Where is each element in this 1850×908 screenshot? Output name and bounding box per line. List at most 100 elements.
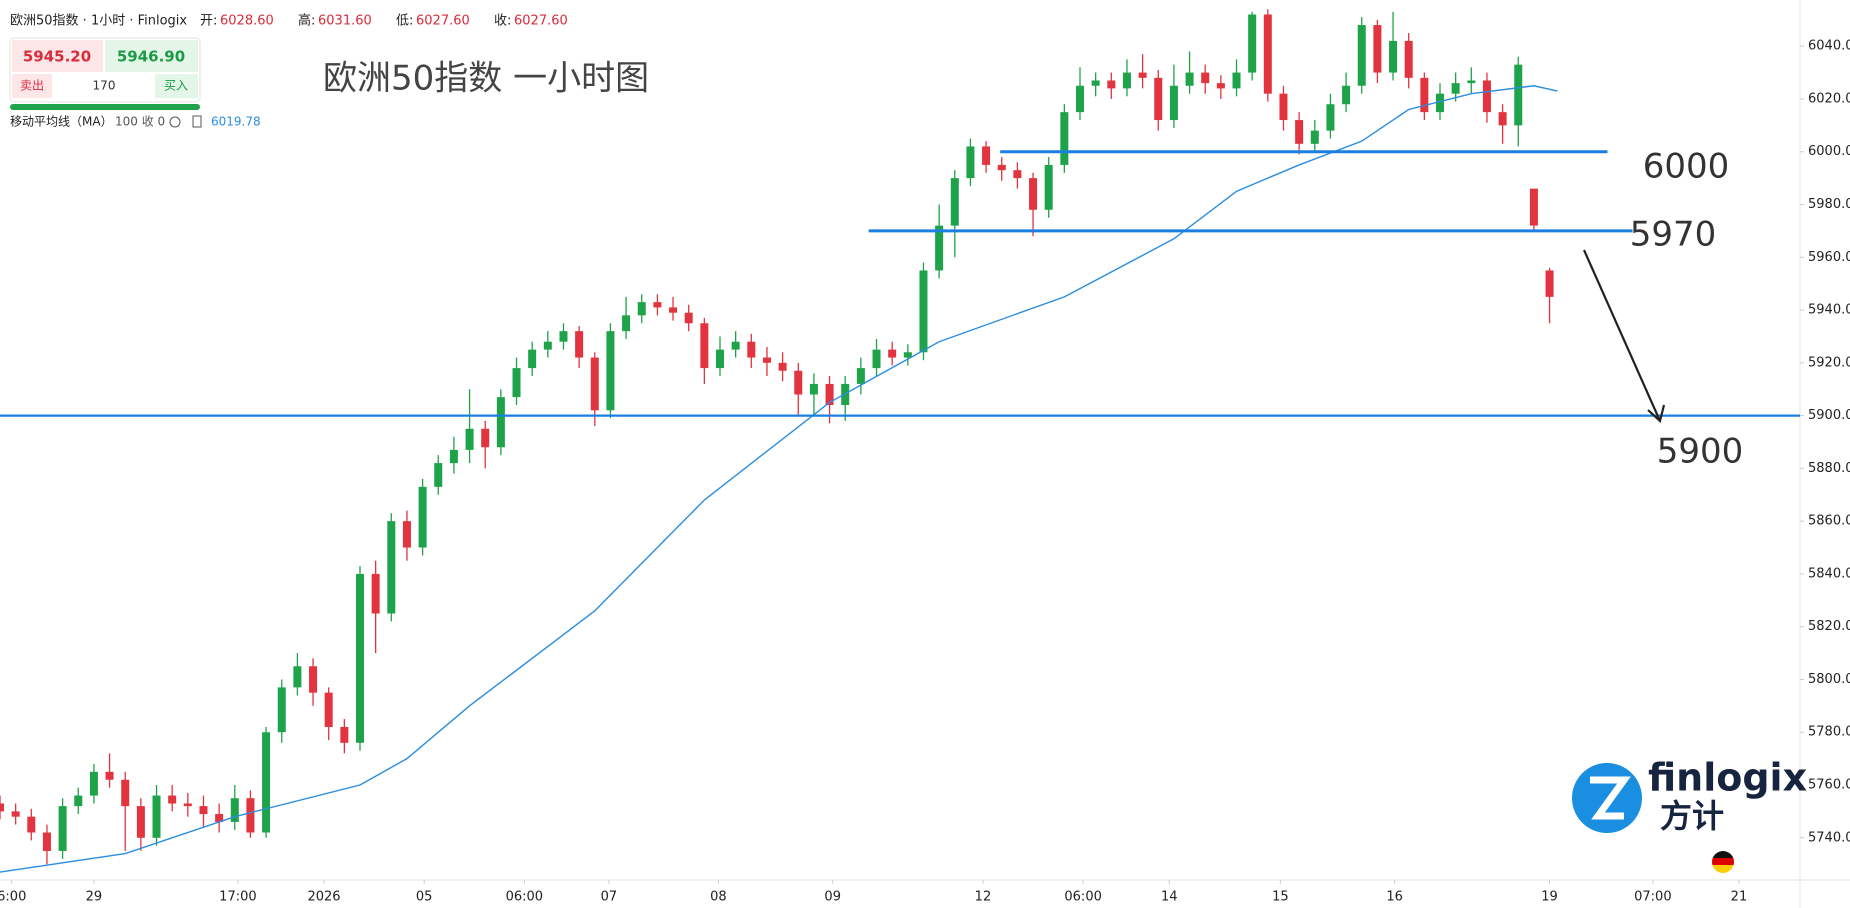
candle-body [1154,77,1163,121]
y-tick-label: 5740.00 [1808,830,1850,845]
logo-brand: finlogix [1648,756,1807,800]
candle-body [246,798,255,833]
candle-body [402,521,411,548]
x-tick-label: 16 [1386,890,1403,905]
candle-body [11,811,20,817]
candle-body [1404,40,1413,78]
candle-body [528,349,537,369]
candle-body [559,331,568,342]
y-tick-label: 6040.00 [1808,39,1850,54]
candle-body [762,357,771,363]
candle-body [42,832,51,851]
candle-body [543,341,552,350]
y-tick-label: 5880.00 [1808,461,1850,476]
trend-arrow [1582,249,1662,422]
level-label: 5900 [1657,432,1744,472]
y-tick-label: 5800.00 [1808,672,1850,687]
candle-body [778,362,787,371]
ohlc-value: 6031.60 [318,14,372,29]
candle-body [1295,120,1304,144]
candle-body [888,349,897,358]
plot-area [0,9,1804,884]
x-tick-label: 07:00 [1634,890,1671,905]
candle-body [496,397,505,448]
indicator-params: 100 收 0 [115,115,165,129]
candle-body [1044,164,1053,210]
x-tick-label: 17:00 [219,890,256,905]
y-tick-label: 5960.00 [1808,250,1850,265]
candle-body [1107,80,1116,89]
spread-bar [10,104,200,110]
x-tick-label: 12 [975,890,992,905]
sell-button[interactable] [12,74,52,98]
candle-body [1545,270,1554,297]
candle-body [731,341,740,350]
indicator-name: 移动平均线（MA） [10,115,113,129]
candle-body [622,315,631,332]
flag [1712,851,1734,873]
candle-body [1263,14,1272,94]
candle-body [1076,85,1084,113]
candle-body [152,795,161,838]
logo-glyph [1590,776,1631,820]
candle-body [684,312,693,324]
delete-icon[interactable] [192,115,202,128]
candle-body [1514,64,1523,126]
candle-body [982,146,991,165]
ohlc-row: 开: 6028.60 高: 6031.60 低: 6027.60 收: 6027.60 [200,13,568,29]
x-tick-label: 29 [86,890,103,905]
candle-body [58,806,67,851]
candle-body [230,798,239,822]
y-tick-label: 5760.00 [1808,778,1850,793]
candle-body [1138,72,1147,78]
buy-button[interactable] [155,74,198,98]
x-tick-label: 06:00 [506,890,543,905]
candle-body [950,178,959,226]
candle-body [747,341,756,358]
trend-arrow-head [1647,404,1666,424]
candle-body [1232,72,1241,89]
x-tick-label: 19 [1541,890,1558,905]
y-tick-label: 5860.00 [1808,514,1850,529]
candle-body [1216,83,1225,89]
x-tick-label: 21 [1731,890,1748,905]
candle-body [105,771,114,780]
x-tick-label: 15 [1272,890,1289,905]
candle-body [340,726,349,743]
level-label: 6000 [1643,147,1730,187]
candle-body [199,806,208,815]
candle-body [575,331,584,358]
buy-box[interactable] [105,40,198,72]
candle-body [215,814,224,822]
candle-body [872,349,881,369]
symbol: 欧洲50指数 · 1小时 · Finlogix [10,14,187,29]
candle-body [606,331,615,411]
settings-icon[interactable] [169,116,181,128]
candle-body [0,803,4,812]
buy-price: 5946.90 [117,48,185,66]
candle-body [1498,112,1507,126]
y-tick-label: 5840.00 [1808,566,1850,581]
y-tick-label: 5900.00 [1808,408,1850,423]
candle-body [809,383,818,395]
candle-body [356,573,364,743]
x-tick-label: 06:00 [1064,890,1101,905]
candle-body [277,687,286,733]
candle-body [700,323,709,369]
candle-body [653,302,662,308]
candle-body [512,368,521,398]
sell-box[interactable] [12,40,103,72]
sell-price: 5945.20 [23,48,91,66]
candle-body [903,352,912,358]
candle-body [1029,178,1038,210]
ohlc-value: 6027.60 [514,14,568,29]
candle-body [465,428,474,450]
volume[interactable]: 170 [93,79,116,93]
candle-body [1248,14,1257,73]
sell-label: 卖出 [20,79,44,93]
moving-average [0,85,1558,873]
candle-body [716,349,724,369]
candle-body [1201,72,1210,84]
y-tick-label: 5920.00 [1808,355,1850,370]
